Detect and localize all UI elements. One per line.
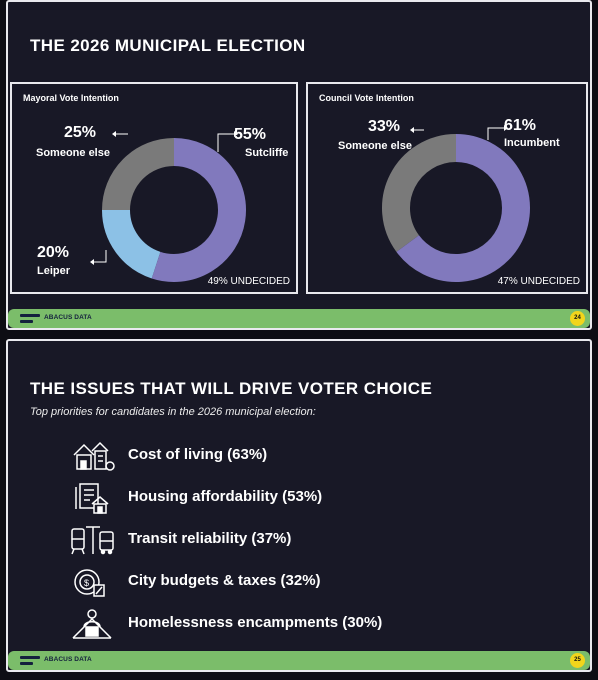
arrow-head: [112, 131, 116, 137]
slice-label-someone-else: 33%: [368, 118, 401, 135]
slice-label-incumbent: 61%: [504, 117, 537, 134]
donut-slice-sutcliffe: [151, 138, 246, 282]
arrow-head: [504, 125, 508, 131]
slide-title: THE ISSUES THAT WILL DRIVE VOTER CHOICE: [30, 379, 433, 398]
slice-name-someone-else: Someone else: [36, 147, 110, 159]
issue-item: Transit reliability (37%): [70, 523, 490, 557]
chart-title: Council Vote Intention: [319, 93, 414, 103]
abacus-logo-icon: [20, 314, 40, 323]
label-connector: [487, 127, 504, 140]
arrow-head: [234, 131, 238, 137]
issue-item: Homelessness encampments (30%): [70, 607, 490, 641]
label-connector: [94, 250, 107, 263]
issue-item: Cost of living (63%): [70, 439, 490, 473]
slice-name-incumbent: Incumbent: [504, 137, 560, 149]
mayoral-donut-chart: [90, 131, 246, 282]
footer-brand: ABACUS DATA: [44, 314, 92, 321]
transit-icon: [71, 526, 114, 555]
undecided-note: 49% UNDECIDED: [207, 276, 290, 287]
slide-footer: ABACUS DATA 24: [8, 309, 590, 328]
issue-label: Cost of living (63%): [128, 446, 268, 463]
donut-slice-leiper: [102, 209, 162, 279]
issue-label: Homelessness encampments (30%): [128, 614, 383, 631]
arrow-head: [410, 127, 414, 133]
slide-municipal-election: THE 2026 MUNICIPAL ELECTION Mayoral Vote…: [6, 0, 592, 330]
issue-label: City budgets & taxes (32%): [128, 572, 321, 589]
slide-subtitle: Top priorities for candidates in the 202…: [30, 406, 316, 418]
label-connector: [217, 133, 234, 152]
abacus-logo-icon: [20, 656, 40, 665]
slide-footer: ABACUS DATA 25: [8, 651, 590, 670]
slice-name-leiper: Leiper: [37, 265, 71, 277]
chart-title: Mayoral Vote Intention: [23, 93, 119, 103]
issue-label: Transit reliability (37%): [128, 530, 292, 547]
page-number: 25: [570, 653, 585, 668]
issue-item: $ City budgets & taxes (32%): [70, 565, 490, 599]
slice-name-someone-else: Someone else: [338, 140, 412, 152]
slice-label-sutcliffe: 55%: [234, 126, 267, 143]
homelessness-icon: [72, 609, 112, 639]
issue-label: Housing affordability (53%): [128, 488, 323, 505]
slide-title: THE 2026 MUNICIPAL ELECTION: [30, 36, 306, 55]
page-number: 24: [570, 311, 585, 326]
budget-taxes-icon: $: [74, 569, 105, 597]
donut-slice-incumbent: [396, 134, 530, 282]
issue-item: Housing affordability (53%): [70, 481, 490, 515]
housing-document-icon: [75, 483, 109, 514]
svg-text:$: $: [84, 578, 89, 588]
council-chart-panel: Council Vote Intention 33% Someone else …: [306, 82, 588, 294]
donut-slice-someone-else: [382, 134, 457, 252]
slice-label-someone-else: 25%: [64, 124, 97, 141]
footer-brand: ABACUS DATA: [44, 656, 92, 663]
arrow-head: [90, 259, 94, 265]
slice-name-sutcliffe: Sutcliffe: [245, 147, 289, 159]
house-cost-icon: [73, 441, 115, 471]
slice-label-leiper: 20%: [37, 244, 70, 261]
council-donut-chart: [382, 125, 530, 282]
mayoral-chart-panel: Mayoral Vote Intention 25% Someone else …: [10, 82, 298, 294]
donut-slice-someone-else: [102, 138, 175, 211]
slide-voter-issues: THE ISSUES THAT WILL DRIVE VOTER CHOICE …: [6, 339, 592, 672]
undecided-note: 47% UNDECIDED: [497, 276, 580, 287]
